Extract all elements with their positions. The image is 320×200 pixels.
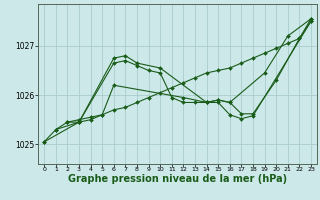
X-axis label: Graphe pression niveau de la mer (hPa): Graphe pression niveau de la mer (hPa) [68,174,287,184]
